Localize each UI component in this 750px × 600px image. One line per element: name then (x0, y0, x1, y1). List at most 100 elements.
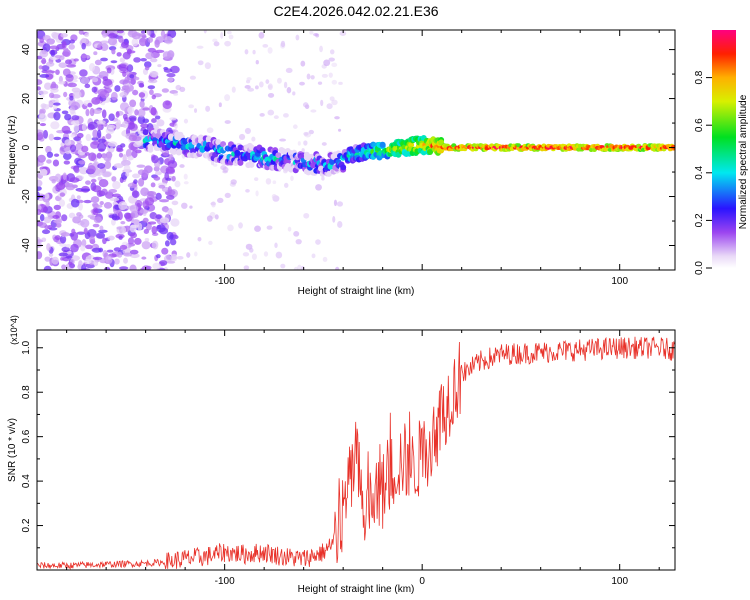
heatmap-cell (283, 182, 289, 188)
heatmap-cell (39, 123, 47, 127)
heatmap-cell (249, 247, 254, 253)
heatmap-cell (62, 49, 71, 58)
heatmap-cell (114, 258, 120, 265)
heatmap-cell (238, 133, 246, 141)
heatmap-cell (70, 198, 80, 208)
heatmap-cell (84, 152, 90, 156)
heatmap-cell (301, 148, 305, 153)
heatmap-cell (121, 121, 129, 128)
heatmap-cell (61, 264, 67, 270)
heatmap-cell (287, 226, 292, 232)
heatmap-cell (258, 31, 265, 39)
heatmap-cell (136, 164, 146, 168)
heatmap-cell (50, 87, 59, 93)
heatmap-cell (125, 172, 130, 177)
heatmap-cell (111, 218, 116, 226)
heatmap-cell (54, 55, 63, 59)
heatmap-cell (171, 175, 176, 182)
heatmap-cell (295, 238, 302, 245)
heatmap-cell (93, 216, 102, 224)
heatmap-cell (252, 49, 256, 55)
heatmap-cell (119, 102, 130, 111)
heatmap-cell (59, 192, 66, 197)
heatmap-cell (160, 30, 166, 38)
heatmap-cell (204, 62, 211, 70)
heatmap-cell (100, 57, 108, 62)
heatmap-cell (69, 39, 76, 44)
heatmap-cell (151, 240, 159, 250)
heatmap-cell (91, 247, 102, 253)
heatmap-cell (224, 192, 231, 198)
heatmap-cell (50, 50, 56, 57)
heatmap-cell (166, 73, 176, 78)
y-tick-label: 0.8 (21, 385, 32, 399)
heatmap-cell (218, 102, 222, 108)
heatmap-cell (326, 103, 333, 110)
heatmap-cell (118, 235, 123, 240)
heatmap-cell (92, 256, 103, 260)
heatmap-cell (303, 140, 308, 146)
heatmap-cell (104, 267, 111, 270)
heatmap-cell (179, 86, 186, 92)
heatmap-cell (87, 229, 97, 238)
heatmap-cell (321, 73, 328, 78)
heatmap-cell (217, 197, 224, 204)
heatmap-cell (81, 42, 86, 50)
heatmap-cell (154, 39, 160, 48)
heatmap-cell (133, 57, 141, 63)
heatmap-cell (78, 160, 86, 165)
heatmap-cell (39, 37, 44, 44)
heatmap-cell (74, 167, 80, 174)
heatmap-cell (51, 31, 59, 39)
heatmap-cell (102, 171, 112, 178)
heatmap-cell (248, 144, 255, 151)
heatmap-cell (262, 44, 269, 48)
heatmap-cell (116, 119, 122, 129)
heatmap-cell (130, 210, 140, 219)
heatmap-cell (299, 81, 305, 86)
heatmap-cell (231, 86, 236, 93)
heatmap-cell (37, 132, 44, 140)
heatmap-cell (83, 229, 88, 234)
heatmap-cell (247, 87, 255, 92)
heatmap-cell (54, 173, 62, 183)
heatmap-cell (129, 99, 137, 108)
heatmap-cell (170, 253, 178, 262)
heatmap-cell (93, 260, 99, 267)
heatmap-cell (44, 192, 50, 200)
heatmap-cell (267, 92, 275, 98)
heatmap-cell (108, 36, 118, 46)
heatmap-cell (81, 239, 87, 248)
heatmap-cell (127, 106, 135, 114)
heatmap-cell (78, 30, 84, 35)
heatmap-cell (211, 201, 216, 208)
heatmap-cell (266, 225, 273, 230)
heatmap-cell (259, 81, 264, 88)
heatmap-cell (133, 237, 142, 245)
heatmap-cell (39, 213, 45, 222)
heatmap-cell (46, 159, 52, 164)
heatmap-cell (224, 40, 232, 47)
heatmap-cell (228, 34, 234, 40)
heatmap-cell (113, 163, 124, 169)
heatmap-cell (206, 215, 213, 222)
y-tick-label: 0.4 (21, 474, 32, 488)
heatmap-cell (220, 165, 227, 171)
heatmap-cell (119, 64, 127, 68)
snr-panel: -100 0 100 0.2 0.4 0.6 0.8 1.0 Height of straig… (7, 315, 676, 595)
heatmap-cell (44, 225, 50, 230)
heatmap-cell (265, 79, 270, 84)
heatmap-cell (60, 232, 70, 237)
heatmap-cell (174, 122, 178, 129)
colorbar-tick-label: 0.2 (694, 213, 705, 227)
heatmap-cell (161, 247, 169, 255)
heatmap-cell (427, 148, 434, 155)
y-tick-label: -40 (21, 238, 32, 253)
heatmap-cell (138, 177, 145, 187)
heatmap-cell (94, 204, 103, 208)
heatmap-cell (222, 170, 228, 174)
heatmap-cell (335, 266, 340, 270)
heatmap-cell (79, 167, 89, 175)
heatmap-cell (111, 176, 117, 182)
heatmap-cell (214, 214, 219, 220)
